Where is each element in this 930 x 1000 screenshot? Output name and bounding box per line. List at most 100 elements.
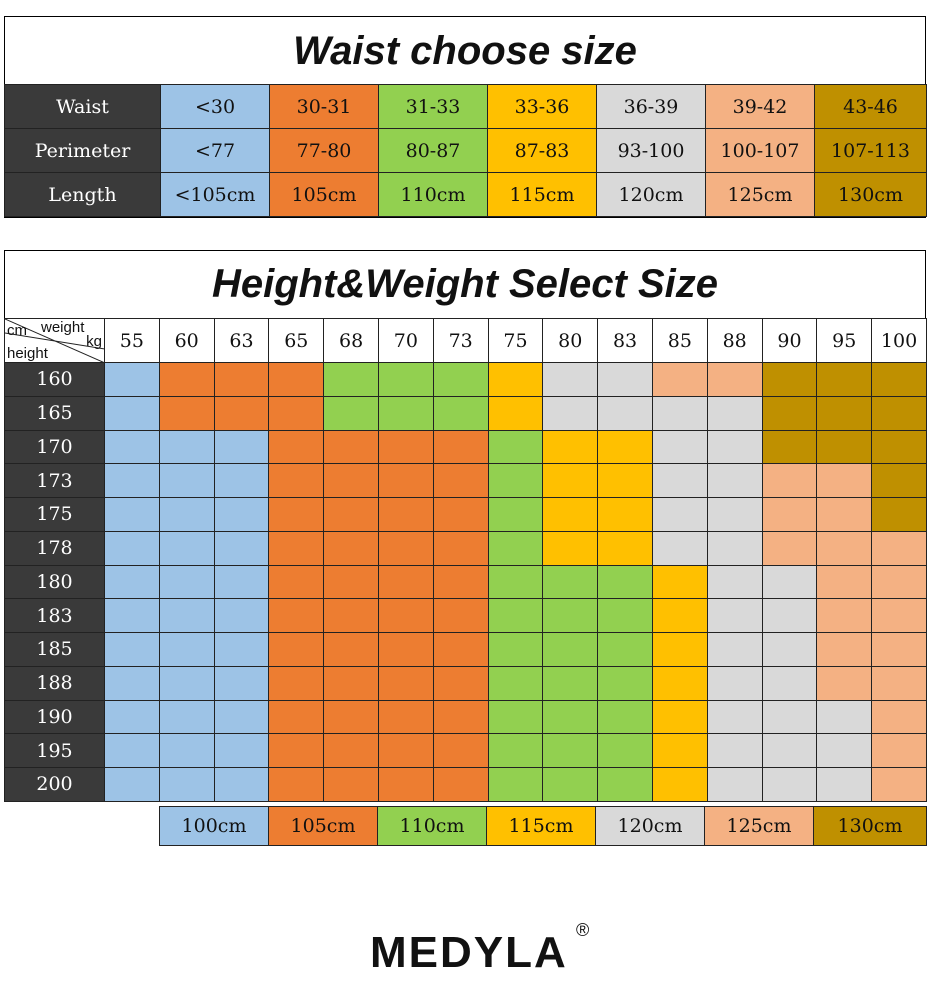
size-cell: [487, 395, 544, 431]
waist-cell: 33-36: [487, 84, 597, 129]
size-cell: [761, 463, 818, 498]
size-cell: [104, 632, 160, 667]
size-cell: [542, 632, 599, 667]
size-cell: [871, 497, 927, 532]
size-cell: [213, 598, 270, 633]
size-cell: [377, 497, 434, 532]
size-cell: [487, 665, 544, 701]
size-cell: [761, 362, 818, 397]
size-cell: [104, 665, 160, 701]
size-cell: [432, 564, 489, 600]
size-cell: [377, 530, 434, 566]
size-cell: [432, 733, 489, 768]
size-cell: [871, 665, 927, 701]
height-label: 185: [4, 632, 105, 667]
size-cell: [268, 497, 325, 532]
height-row: 175: [4, 497, 927, 532]
size-cell: [104, 699, 160, 735]
size-cell: [816, 733, 873, 768]
waist-cell: 43-46: [814, 84, 927, 129]
size-cell: [816, 395, 873, 431]
size-cell: [487, 733, 544, 768]
waist-cell: 77-80: [269, 128, 379, 173]
size-cell: [651, 598, 708, 633]
size-cell: [871, 699, 927, 735]
size-cell: [761, 497, 818, 532]
size-cell: [268, 598, 325, 633]
size-cell: [651, 733, 708, 768]
size-cell: [268, 733, 325, 768]
row-label: Length: [4, 172, 161, 217]
size-cell: [816, 598, 873, 633]
size-cell: [487, 632, 544, 667]
size-cell: [871, 530, 927, 566]
size-cell: [377, 665, 434, 701]
height-row: 195: [4, 733, 927, 768]
waist-size-title: Waist choose size: [293, 28, 637, 73]
waist-cell: 105cm: [269, 172, 379, 217]
waist-table-row: Perimeter <77 77-80 80-87 87-83 93-100 100-107…: [4, 128, 927, 173]
waist-cell: <77: [160, 128, 270, 173]
size-cell: [158, 767, 215, 802]
size-cell: [377, 598, 434, 633]
size-cell: [706, 429, 763, 465]
size-cell: [597, 632, 653, 667]
size-cell: [871, 395, 927, 431]
size-cell: [706, 362, 763, 397]
height-row: 190: [4, 699, 927, 735]
weight-header: 80: [542, 318, 599, 363]
size-cell: [816, 530, 873, 566]
size-cell: [213, 463, 270, 498]
size-cell: [432, 699, 489, 735]
waist-cell: 130cm: [814, 172, 927, 217]
legend-cell: 100cm: [159, 806, 269, 846]
size-cell: [597, 564, 653, 600]
size-cell: [213, 665, 270, 701]
size-cell: [323, 632, 379, 667]
size-cell: [597, 767, 653, 802]
height-label: 160: [4, 362, 105, 397]
weight-header: 70: [377, 318, 434, 363]
size-cell: [487, 362, 544, 397]
size-cell: [268, 429, 325, 465]
size-cell: [706, 598, 763, 633]
weight-header: 85: [651, 318, 708, 363]
weight-header: 63: [213, 318, 270, 363]
size-cell: [104, 463, 160, 498]
size-cell: [432, 362, 489, 397]
weight-header: 73: [432, 318, 489, 363]
size-cell: [487, 564, 544, 600]
size-cell: [816, 497, 873, 532]
size-cell: [213, 564, 270, 600]
size-cell: [323, 598, 379, 633]
size-cell: [706, 497, 763, 532]
height-row: 180: [4, 564, 927, 600]
height-weight-table: cm weight kg height 55 60 63 65 68 70 73 75 80 83…: [4, 318, 927, 802]
size-cell: [323, 395, 379, 431]
height-row: 183: [4, 598, 927, 633]
size-cell: [158, 362, 215, 397]
size-cell: [213, 362, 270, 397]
size-cell: [816, 632, 873, 667]
size-cell: [871, 598, 927, 633]
height-label: 200: [4, 767, 105, 802]
waist-cell: 36-39: [596, 84, 706, 129]
size-cell: [104, 429, 160, 465]
size-cell: [816, 564, 873, 600]
size-cell: [706, 665, 763, 701]
size-cell: [597, 699, 653, 735]
size-cell: [268, 665, 325, 701]
size-cell: [761, 530, 818, 566]
waist-cell: 100-107: [705, 128, 815, 173]
size-cell: [323, 497, 379, 532]
height-label: 175: [4, 497, 105, 532]
size-cell: [213, 395, 270, 431]
table-corner: cm weight kg height: [4, 318, 105, 363]
size-cell: [432, 530, 489, 566]
size-cell: [597, 362, 653, 397]
size-cell: [104, 395, 160, 431]
size-cell: [213, 530, 270, 566]
size-cell: [706, 632, 763, 667]
size-cell: [323, 665, 379, 701]
size-cell: [597, 598, 653, 633]
